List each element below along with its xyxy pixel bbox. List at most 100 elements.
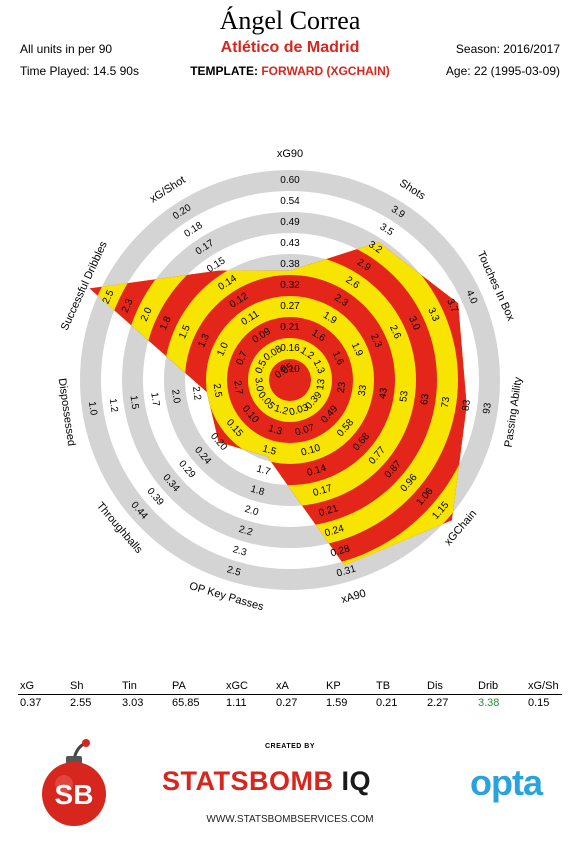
stats-header-xgc: xGC bbox=[226, 680, 248, 692]
club-name: Atlético de Madrid bbox=[220, 39, 360, 56]
stats-divider bbox=[18, 694, 562, 695]
tick-label: 1.3 bbox=[311, 358, 327, 376]
statsbomb-iq-logo: STATSBOMB IQ bbox=[162, 766, 371, 797]
background-ring bbox=[80, 170, 500, 590]
sb-logo-text: SB bbox=[55, 779, 94, 810]
tick-label: 0.10 bbox=[280, 364, 300, 375]
tick-label: 0.14 bbox=[306, 463, 328, 479]
tick-label: 13 bbox=[315, 378, 328, 391]
tick-label: 1.7 bbox=[255, 464, 272, 479]
stats-value-pa: 65.85 bbox=[172, 697, 200, 709]
tick-label: 2.3 bbox=[231, 544, 248, 559]
season: Season: 2016/2017 bbox=[455, 42, 560, 56]
stats-header-dis: Dis bbox=[427, 680, 443, 692]
axis-label: Shots bbox=[397, 177, 428, 203]
tick-label: 0.5 bbox=[254, 358, 270, 376]
stats-value-tin: 3.03 bbox=[122, 697, 144, 709]
tick-label: 2.5 bbox=[211, 383, 224, 399]
tick-label: 63 bbox=[419, 393, 432, 406]
tick-label: 2.5 bbox=[226, 564, 243, 579]
tick-label: 3.7 bbox=[444, 297, 460, 315]
stats-header-tb: TB bbox=[376, 680, 391, 692]
website-link[interactable]: WWW.STATSBOMBSERVICES.COM bbox=[206, 814, 374, 825]
stats-header-xgsh: xG/Sh bbox=[528, 680, 559, 692]
axis-label: Passing Ability bbox=[503, 376, 525, 448]
axis-label: xG90 bbox=[277, 148, 303, 160]
tick-label: 3.5 bbox=[378, 222, 396, 239]
tick-label: 3.0 bbox=[406, 315, 422, 333]
tick-label: 73 bbox=[440, 396, 453, 409]
tick-label: 0.31 bbox=[335, 563, 357, 579]
stats-header-row: xG Sh Tin PA xGC xA KP TB Dis Drib xG/Sh bbox=[0, 680, 580, 694]
axis-label: xA90 bbox=[340, 587, 367, 606]
tick-label: 2.0 bbox=[169, 389, 182, 405]
player-name: Ángel Correa bbox=[219, 6, 361, 35]
stats-value-row: 0.37 2.55 3.03 65.85 1.11 0.27 1.59 0.21 2.27 3.3… bbox=[0, 697, 580, 711]
tick-label: 2.3 bbox=[368, 332, 384, 350]
tick-label: 43 bbox=[377, 387, 390, 400]
created-by-label: CREATED BY bbox=[265, 743, 315, 750]
tick-label: 53 bbox=[398, 390, 411, 403]
tick-label: 0.16 bbox=[280, 343, 300, 354]
tick-label: 0.07 bbox=[294, 422, 316, 438]
tick-label: 0.21 bbox=[318, 503, 340, 519]
stats-value-kp: 1.59 bbox=[326, 697, 348, 709]
tick-label: 1.2 bbox=[107, 398, 120, 414]
age: Age: 22 (1995-03-09) bbox=[445, 64, 560, 78]
tick-label: 1.0 bbox=[215, 341, 231, 359]
stats-value-xg: 0.37 bbox=[20, 697, 42, 709]
tick-label: 33 bbox=[357, 384, 370, 397]
stats-header-tin: Tin bbox=[122, 680, 137, 692]
tick-label: 1.6 bbox=[330, 350, 346, 368]
tick-label: 0.7 bbox=[234, 349, 250, 367]
stats-header-xa: xA bbox=[276, 680, 289, 692]
tick-label: 1.5 bbox=[128, 395, 141, 411]
tick-label: 1.3 bbox=[196, 332, 212, 350]
stats-header-kp: KP bbox=[326, 680, 341, 692]
stats-table: xG Sh Tin PA xGC xA KP TB Dis Drib xG/Sh 0.37 2.55 3… bbox=[0, 680, 580, 711]
opta-logo: opta bbox=[470, 762, 543, 803]
stats-header-drib: Drib bbox=[478, 680, 499, 692]
stats-value-sh: 2.55 bbox=[70, 697, 92, 709]
template-line: TEMPLATE: FORWARD (XGCHAIN) bbox=[0, 64, 580, 78]
axis-label: Dispossessed bbox=[56, 377, 78, 446]
tick-label: 0.54 bbox=[280, 196, 300, 207]
tick-label: 23 bbox=[336, 381, 349, 394]
stats-header-pa: PA bbox=[172, 680, 186, 692]
tick-label: 2.2 bbox=[237, 524, 254, 539]
tick-label: 1.5 bbox=[177, 323, 193, 341]
tick-label: 83 bbox=[461, 399, 474, 412]
brand-main: STATSBOMB bbox=[162, 766, 334, 796]
tick-label: 0.43 bbox=[280, 238, 300, 249]
tick-label: 2.0 bbox=[139, 306, 155, 324]
tick-label: 0.60 bbox=[280, 175, 300, 186]
stats-value-dis: 2.27 bbox=[427, 697, 449, 709]
tick-label: 1.7 bbox=[148, 392, 161, 408]
time-played: Time Played: 14.5 90s bbox=[20, 64, 139, 78]
tick-label: 0.03 bbox=[288, 402, 310, 418]
tick-label: 2.0 bbox=[243, 504, 260, 519]
tick-label: 1.8 bbox=[158, 314, 174, 332]
stats-value-drib: 3.38 bbox=[478, 697, 500, 709]
tick-label: 0.17 bbox=[312, 483, 334, 499]
stats-value-xa: 0.27 bbox=[276, 697, 298, 709]
statsbomb-bomb-logo: SB bbox=[42, 739, 106, 826]
stats-value-xgc: 1.11 bbox=[226, 697, 247, 709]
tick-label: 2.7 bbox=[231, 380, 244, 396]
tick-label: 4.0 bbox=[463, 289, 479, 307]
tick-label: 1.0 bbox=[86, 401, 99, 417]
tick-label: 2.2 bbox=[190, 386, 203, 402]
units-note: All units in per 90 bbox=[20, 42, 113, 56]
template-label: TEMPLATE: bbox=[190, 64, 258, 78]
tick-label: 1.2 bbox=[273, 403, 290, 418]
tick-label: 1.9 bbox=[349, 341, 365, 359]
stats-value-xgsh: 0.15 bbox=[528, 697, 550, 709]
tick-label: 0.49 bbox=[280, 217, 300, 228]
stats-header-xg: xG bbox=[20, 680, 35, 692]
tick-label: 93 bbox=[481, 402, 494, 415]
tick-label: 0.10 bbox=[300, 443, 322, 459]
tick-label: 3.0 bbox=[252, 377, 265, 393]
tick-label: 2.3 bbox=[120, 297, 136, 315]
template-value: FORWARD (XGCHAIN) bbox=[261, 64, 390, 78]
tick-label: 0.21 bbox=[280, 322, 300, 333]
